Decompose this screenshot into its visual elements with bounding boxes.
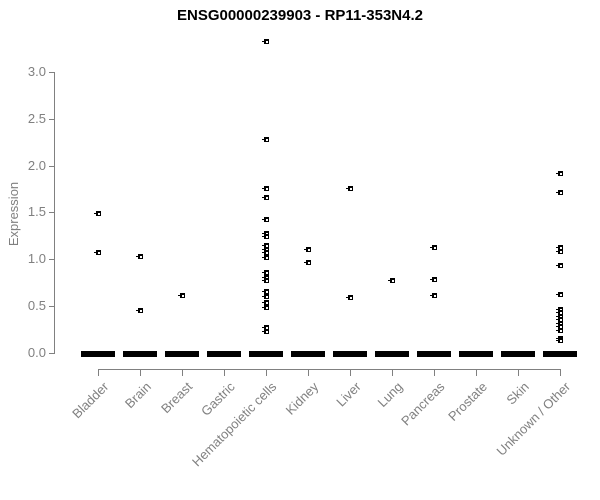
data-point [261,304,269,310]
x-tick [182,369,183,376]
y-tick [49,353,54,354]
x-tick-label: Brain [121,379,154,412]
y-tick [49,71,54,73]
x-tick-label: Kidney [282,379,322,418]
x-tick [434,369,435,376]
zero-cluster-bar [123,350,157,357]
data-point [555,324,563,330]
data-point [345,185,353,191]
data-point [555,292,563,298]
data-point [261,294,269,300]
x-tick-label: Liver [333,379,364,410]
data-point [261,278,269,284]
data-point [261,230,269,236]
data-point [261,254,269,260]
data-point [135,308,143,314]
y-tick-label: 2.5 [27,110,46,126]
y-tick [49,118,54,120]
y-tick-label: 1.5 [27,204,46,220]
zero-cluster-bar [249,350,283,357]
x-tick [476,369,477,376]
y-tick [49,259,54,261]
data-point [303,259,311,265]
data-point [261,269,269,275]
x-tick-label: Breast [158,379,196,417]
y-tick [49,306,54,308]
x-tick-label: Lung [374,379,406,411]
x-tick-label: Gastric [197,379,238,419]
data-point [555,338,563,344]
data-point [93,250,101,256]
data-point [555,249,563,255]
data-point [555,263,563,269]
data-point [429,244,437,250]
x-tick-label: Bladder [69,379,112,422]
zero-cluster-bar [375,350,409,357]
y-tick-label: 0.5 [27,298,46,314]
x-tick [560,369,561,376]
data-point [261,250,269,256]
data-point [303,246,311,252]
zero-cluster-bar [81,350,115,357]
zero-cluster-bar [417,350,451,357]
zero-cluster-bar [543,350,577,357]
data-point [261,136,269,142]
zero-cluster-bar [291,350,325,357]
zero-cluster-bar [333,350,367,357]
x-tick [350,369,351,376]
y-tick-label: 3.0 [27,63,46,79]
data-point [555,190,563,196]
data-point [261,242,269,248]
data-point [345,295,353,301]
chart-title: ENSG00000239903 - RP11-353N4.2 [176,7,423,24]
x-tick [392,369,393,376]
data-point [261,288,269,294]
data-point [177,293,185,299]
x-tick-label: Skin [503,379,532,408]
data-point [261,195,269,200]
x-tick [140,369,141,376]
data-point [555,328,563,334]
data-point [261,185,269,191]
data-point [555,244,563,250]
x-axis-line [98,369,561,370]
y-tick [49,165,54,167]
y-axis-line [54,71,55,354]
data-point [135,254,143,260]
x-tick-label: Unknown / Other [494,379,574,459]
x-tick-label: Pancreas [398,379,448,429]
zero-cluster-bar [165,350,199,357]
data-point [261,274,269,280]
data-point [261,217,269,223]
zero-cluster-bar [207,350,241,357]
y-tick-label: 0.0 [27,345,46,360]
y-tick-label: 2.0 [27,157,46,173]
data-point [261,38,269,44]
x-tick [98,369,99,376]
x-tick [224,369,225,376]
data-point [261,328,269,334]
data-point [429,277,437,283]
data-point [261,299,269,305]
data-point [555,310,563,316]
data-point [387,278,395,284]
data-point [261,234,269,240]
data-point [261,325,269,331]
data-point [429,293,437,299]
x-tick-label: Prostate [444,379,490,424]
x-tick [266,369,267,376]
x-tick [518,369,519,376]
data-point [93,210,101,216]
zero-cluster-bar [459,350,493,357]
x-tick [308,369,309,376]
y-tick-label: 1.0 [27,251,46,267]
data-point [555,316,563,322]
zero-cluster-bar [501,350,535,357]
y-tick [49,212,54,214]
data-point [555,170,563,176]
